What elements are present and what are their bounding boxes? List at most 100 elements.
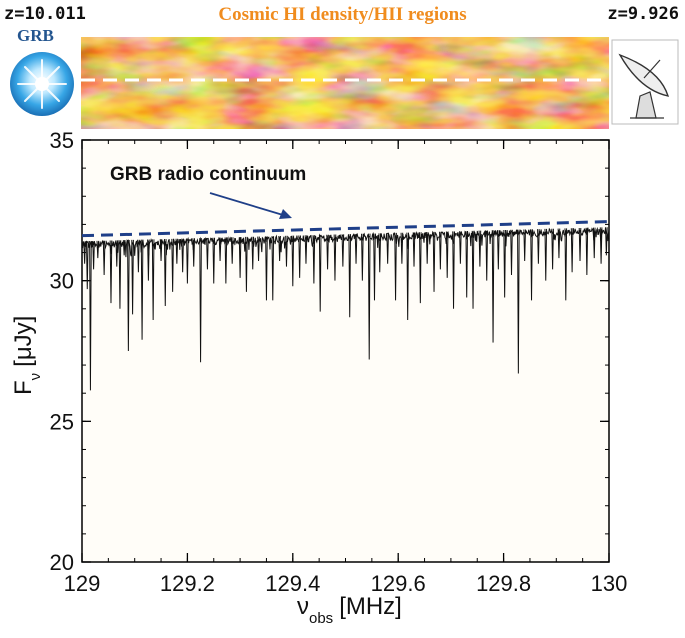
x-tick-label: 130 (591, 571, 628, 596)
x-tick-label: 129.2 (160, 571, 215, 596)
absorption-line (122, 240, 126, 256)
absorption-line (118, 240, 122, 309)
spectrum-line (82, 226, 609, 258)
absorption-line (406, 232, 409, 321)
absorption-line (400, 232, 404, 264)
absorption-line (585, 227, 589, 276)
absorption-line (318, 234, 322, 312)
absorption-line (578, 227, 582, 261)
absorption-line (285, 235, 288, 267)
absorption-line (523, 229, 526, 261)
absorption-line (186, 238, 189, 284)
absorption-line (171, 238, 174, 292)
absorption-line (192, 238, 196, 267)
absorption-line (425, 232, 429, 264)
absorption-line (605, 227, 608, 256)
absorption-line (551, 228, 554, 270)
absorption-line (278, 235, 281, 261)
absorption-line (102, 240, 106, 276)
absorption-line (271, 236, 275, 301)
absorption-line (570, 228, 574, 273)
y-tick-label: 20 (50, 550, 74, 575)
absorption-lines (83, 227, 608, 391)
grb-label: GRB (17, 26, 54, 45)
axis-ticks (81, 139, 610, 563)
absorption-line (212, 237, 216, 284)
absorption-line (175, 238, 179, 264)
band-title: Cosmic HI density/HII regions (218, 4, 467, 25)
absorption-line (452, 231, 455, 309)
absorption-line (333, 234, 337, 281)
absorption-line (199, 238, 202, 363)
grb-star-icon (10, 52, 74, 116)
absorption-line (238, 237, 242, 278)
absorption-line (394, 232, 397, 301)
absorption-line (251, 236, 255, 270)
absorption-line (96, 240, 100, 259)
absorption-line (127, 240, 130, 352)
absorption-line (257, 236, 260, 261)
y-tick-label: 35 (50, 128, 74, 153)
absorption-line (373, 233, 376, 301)
absorption-line (230, 237, 234, 264)
continuum-annotation: GRB radio continuum (110, 164, 306, 185)
x-tick-labels: 129 129.2 129.4 129.6 129.8 130 (64, 571, 628, 596)
absorption-line (386, 233, 389, 264)
absorption-line (503, 229, 506, 298)
x-tick-label: 129.8 (476, 571, 531, 596)
absorption-line (497, 230, 500, 270)
radio-telescope-icon (611, 39, 679, 125)
y-axis-label: Fν[μJy] (10, 316, 44, 395)
annotation-arrow (209, 192, 292, 219)
absorption-line (491, 230, 495, 343)
z-end-label: z=9.926 (607, 4, 679, 24)
absorption-line (510, 229, 513, 276)
absorption-line (206, 237, 209, 270)
absorption-line (592, 227, 596, 259)
y-tick-label: 30 (50, 269, 74, 294)
absorption-line (361, 233, 364, 281)
absorption-line (530, 229, 533, 301)
x-tick-label: 129.6 (371, 571, 426, 596)
absorption-line (564, 228, 568, 301)
absorption-line (109, 240, 113, 304)
absorption-line (599, 227, 603, 264)
absorption-line (115, 240, 119, 267)
absorption-line (298, 235, 301, 278)
absorption-line (537, 229, 540, 264)
absorption-line (92, 240, 95, 270)
absorption-line (85, 241, 89, 290)
z-start-label: z=10.011 (4, 4, 86, 24)
absorption-line (245, 236, 248, 292)
absorption-line (218, 237, 222, 261)
absorption-line (348, 234, 352, 318)
absorption-line (459, 231, 462, 264)
absorption-line (478, 230, 482, 267)
density-map (81, 37, 609, 129)
absorption-line (471, 230, 475, 309)
x-axis-label: νobs [MHz] (297, 593, 402, 627)
absorption-line (439, 231, 442, 270)
absorption-line (378, 233, 382, 273)
absorption-line (151, 239, 155, 321)
absorption-line (557, 228, 561, 259)
absorption-line (412, 232, 416, 267)
absorption-line (291, 235, 295, 287)
absorption-line (544, 228, 548, 281)
absorption-line (312, 235, 316, 284)
absorption-line (147, 239, 150, 281)
absorption-line (159, 239, 163, 261)
x-tick-label: 129.4 (265, 571, 320, 596)
absorption-line (265, 236, 268, 301)
absorption-line (304, 235, 308, 264)
x-tick-label: 129 (64, 571, 101, 596)
absorption-line (83, 241, 86, 264)
absorption-line (181, 238, 184, 273)
absorption-line (465, 231, 469, 298)
absorption-line (354, 233, 358, 264)
absorption-line (137, 239, 140, 273)
absorption-line (419, 232, 422, 304)
absorption-line (224, 237, 228, 284)
y-tick-label: 25 (50, 409, 74, 434)
plot-area (81, 139, 610, 563)
